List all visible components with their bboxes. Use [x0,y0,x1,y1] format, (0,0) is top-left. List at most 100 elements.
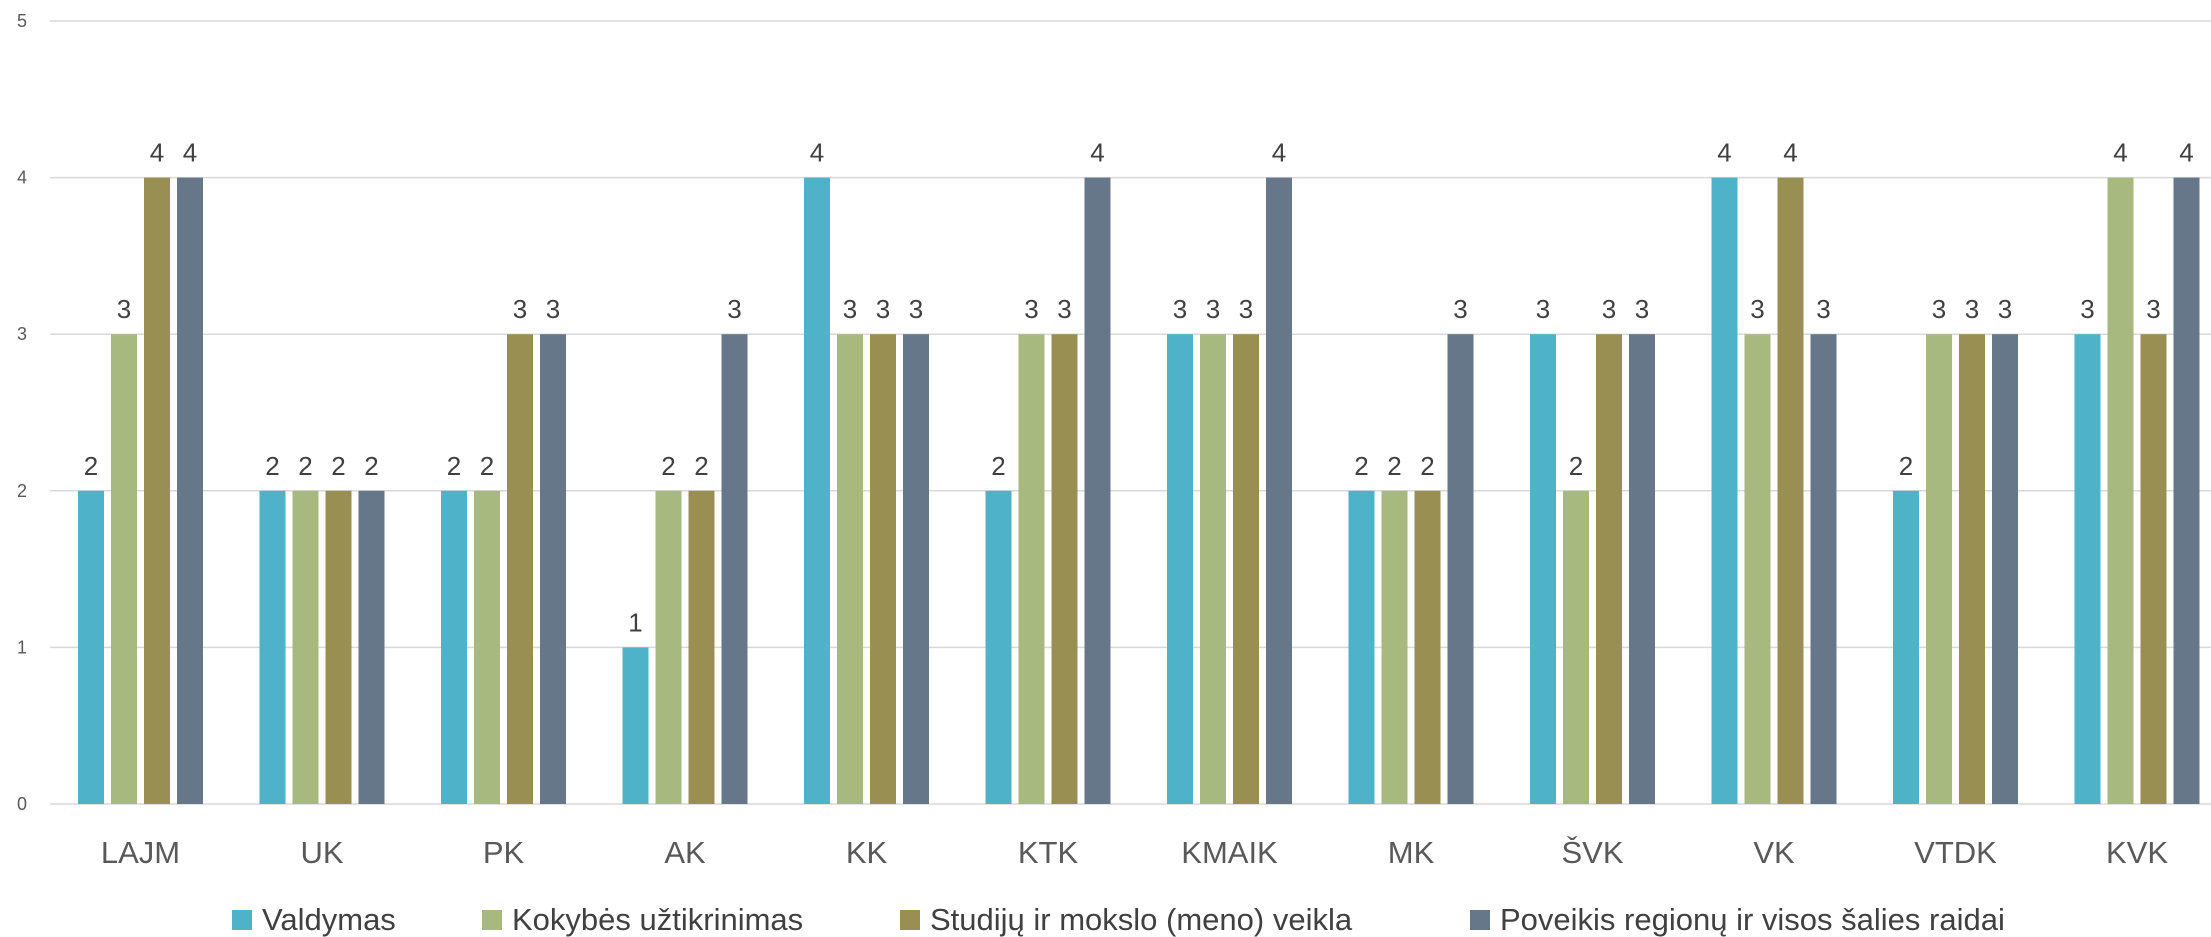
bar-MK-1 [1348,490,1375,804]
x-tick-label: AK [664,835,706,870]
data-label: 3 [1206,294,1220,324]
bar-ŠVK-4 [1629,334,1655,804]
legend-swatch [1470,910,1490,930]
bar-VK-2 [1744,334,1771,804]
data-label: 2 [661,451,675,481]
data-label: 3 [1602,294,1616,324]
data-label: 4 [810,138,824,168]
y-tick-label: 5 [17,11,27,31]
data-label: 3 [1965,294,1979,324]
data-label: 3 [117,294,131,324]
bar-KVK-3 [2140,334,2167,804]
data-label: 2 [331,451,345,481]
x-tick-label: MK [1388,835,1435,870]
data-label: 2 [364,451,378,481]
legend-label: Kokybės užtikrinimas [512,902,803,937]
data-label: 4 [1783,138,1797,168]
bar-UK-1 [259,490,286,804]
bar-VTDK-3 [1959,334,1985,804]
legend-swatch [900,910,920,930]
bars [78,177,2200,805]
data-label: 2 [1354,451,1368,481]
legend-item: Poveikis regionų ir visos šalies raidai [1470,902,2005,937]
bar-KVK-1 [2074,334,2101,804]
bar-KTK-3 [1051,334,1078,804]
data-label: 4 [1717,138,1731,168]
data-label: 3 [1932,294,1946,324]
bar-KVK-2 [2107,177,2134,805]
bar-LAJM-2 [111,334,137,804]
data-label: 2 [1420,451,1434,481]
y-tick-label: 0 [17,794,27,814]
data-label: 3 [1750,294,1764,324]
x-tick-label: KMAIK [1181,835,1278,870]
bar-KMAIK-4 [1266,177,1292,805]
legend-label: Poveikis regionų ir visos šalies raidai [1500,902,2005,937]
bar-AK-3 [688,490,715,804]
bar-MK-2 [1381,490,1408,804]
data-label: 2 [265,451,279,481]
data-label: 3 [1635,294,1649,324]
data-label: 2 [991,451,1005,481]
data-label: 2 [1387,451,1401,481]
data-label: 3 [2146,294,2160,324]
legend: Valdymas Kokybės užtikrinimas Studijų ir m… [232,902,2005,937]
bar-KK-2 [837,334,863,804]
data-label: 3 [1998,294,2012,324]
data-label: 4 [150,138,164,168]
bar-KK-4 [903,334,929,804]
data-label: 2 [298,451,312,481]
data-label: 2 [694,451,708,481]
bar-LAJM-3 [144,177,170,805]
bar-VTDK-2 [1926,334,1952,804]
data-label: 3 [1057,294,1071,324]
bar-KTK-1 [985,490,1012,804]
data-label: 3 [1024,294,1038,324]
data-label: 4 [183,138,197,168]
x-tick-label: PK [483,835,525,870]
y-tick-label: 1 [17,637,27,657]
bar-ŠVK-3 [1596,334,1622,804]
x-tick-label: LAJM [101,835,180,870]
x-tick-label: VTDK [1914,835,1997,870]
x-tick-label: KK [846,835,888,870]
bar-ŠVK-2 [1563,490,1589,804]
bar-PK-1 [441,490,467,804]
data-label: 4 [2179,138,2193,168]
bar-PK-4 [540,334,566,804]
bar-AK-2 [655,490,682,804]
y-tick-label: 3 [17,324,27,344]
data-label: 3 [1816,294,1830,324]
data-label: 2 [480,451,494,481]
data-label: 4 [1090,138,1104,168]
y-tick-label: 2 [17,481,27,501]
data-label: 4 [1272,138,1286,168]
legend-swatch [232,910,252,930]
bar-AK-4 [721,334,748,804]
x-tick-label: UK [300,835,343,870]
x-tick-label: KVK [2106,835,2168,870]
y-tick-label: 4 [17,168,27,188]
bar-PK-2 [474,490,500,804]
data-label: 3 [1453,294,1467,324]
data-label: 3 [727,294,741,324]
legend-item: Kokybės užtikrinimas [482,902,803,937]
y-axis-ticks: 0 1 2 3 4 5 [17,11,27,814]
legend-swatch [482,910,502,930]
bar-ŠVK-1 [1530,334,1556,804]
bar-UK-2 [292,490,319,804]
data-label: 4 [2113,138,2127,168]
data-label: 1 [628,607,642,637]
bar-KMAIK-3 [1233,334,1259,804]
bar-VK-3 [1777,177,1804,805]
legend-label: Studijų ir mokslo (meno) veikla [930,902,1353,937]
data-label: 3 [546,294,560,324]
bar-KK-3 [870,334,896,804]
data-label: 3 [2080,294,2094,324]
bar-VTDK-4 [1992,334,2018,804]
data-label: 3 [1239,294,1253,324]
data-label: 3 [1536,294,1550,324]
x-tick-label: VK [1753,835,1795,870]
data-label: 3 [909,294,923,324]
